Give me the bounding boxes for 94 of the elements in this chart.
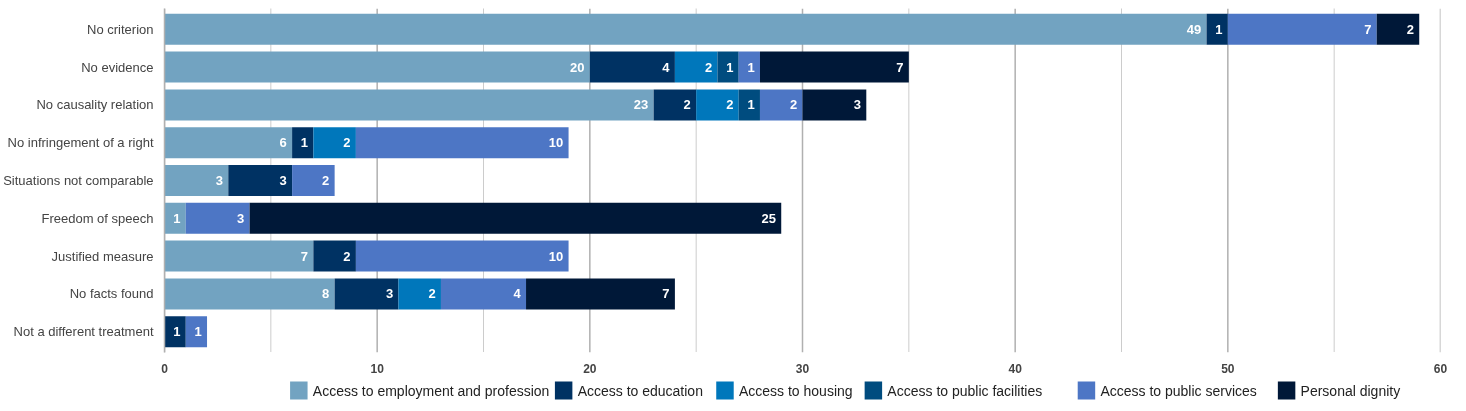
bar	[164, 202, 186, 234]
bar	[696, 89, 739, 121]
x-tick-label: 30	[795, 361, 810, 376]
bar	[738, 89, 760, 121]
data-label: 4	[513, 286, 522, 302]
bar	[164, 240, 314, 272]
bar	[653, 89, 697, 121]
data-label: 10	[548, 135, 564, 151]
data-label: 3	[237, 210, 245, 226]
x-tick-label: 50	[1221, 361, 1235, 376]
data-label: 7	[662, 286, 670, 302]
data-label: 1	[1215, 21, 1223, 37]
data-label: 7	[1364, 21, 1372, 37]
y-tick-label: No criterion	[87, 21, 154, 37]
data-label: 10	[548, 248, 564, 264]
legend-label: Access to education	[577, 382, 703, 399]
legend-label: Personal dignity	[1300, 382, 1401, 399]
data-label: 1	[194, 324, 202, 340]
y-tick-label: No infringement of a right	[7, 135, 154, 151]
bar	[228, 165, 293, 196]
x-tick-label: 40	[1008, 361, 1023, 376]
data-label: 2	[343, 135, 351, 151]
bar	[164, 89, 654, 121]
bar	[759, 51, 909, 83]
data-label: 7	[896, 59, 904, 75]
x-tick-label: 10	[370, 361, 385, 376]
data-label: 4	[662, 59, 671, 75]
bar	[398, 278, 441, 310]
bar	[249, 202, 782, 234]
y-tick-label: No evidence	[81, 59, 154, 75]
bar	[164, 316, 186, 348]
data-label: 1	[726, 59, 734, 75]
data-label: 6	[279, 135, 287, 151]
bar	[334, 278, 399, 310]
legend-label: Access to housing	[738, 382, 853, 399]
data-label: 1	[747, 97, 755, 113]
bar	[759, 89, 803, 121]
data-label: 20	[570, 59, 585, 75]
bar	[526, 278, 675, 310]
x-tick-label: 0	[161, 361, 169, 376]
data-label: 1	[173, 210, 181, 226]
y-tick-label: Freedom of speech	[41, 210, 154, 226]
bar	[674, 51, 718, 83]
x-tick-label: 60	[1433, 361, 1448, 376]
bar	[313, 240, 356, 272]
legend-label: Access to public facilities	[887, 382, 1043, 399]
data-label: 49	[1186, 21, 1202, 37]
data-label: 2	[343, 248, 351, 264]
y-tick-label: No causality relation	[36, 97, 154, 113]
data-label: 2	[1406, 21, 1414, 37]
bar	[355, 127, 569, 159]
data-label: 1	[747, 59, 755, 75]
bar	[1227, 13, 1377, 45]
data-label: 7	[300, 248, 309, 264]
data-label: 2	[704, 59, 713, 75]
data-label: 1	[173, 324, 181, 340]
bar	[164, 165, 229, 196]
bar	[185, 202, 250, 234]
data-label: 2	[683, 97, 691, 113]
data-label: 2	[322, 173, 330, 188]
data-label: 25	[761, 210, 776, 226]
data-label: 2	[789, 97, 798, 113]
data-label: 8	[322, 286, 330, 302]
legend-label: Access to public services	[1100, 382, 1257, 399]
bar	[185, 316, 208, 348]
data-label: 23	[633, 97, 649, 113]
bar	[802, 89, 867, 121]
x-tick-label: 20	[583, 361, 597, 376]
bar	[164, 278, 335, 310]
bar	[1206, 13, 1228, 45]
data-label: 2	[726, 97, 734, 113]
y-tick-label: Justified measure	[51, 248, 154, 264]
data-label: 2	[428, 286, 436, 302]
data-label: 3	[385, 286, 394, 302]
bar	[292, 127, 314, 159]
y-tick-label: Not a different treatment	[13, 324, 154, 340]
bar	[164, 127, 293, 159]
data-label: 1	[300, 135, 309, 151]
bar	[313, 127, 356, 159]
bar	[738, 51, 760, 83]
y-tick-label: Situations not comparable	[3, 173, 154, 188]
y-tick-label: No facts found	[69, 286, 154, 302]
bar	[292, 165, 335, 196]
data-label: 3	[279, 173, 287, 188]
legend-label: Access to employment and profession	[312, 382, 550, 399]
bar	[164, 13, 1207, 45]
bar	[164, 51, 590, 83]
bar	[440, 278, 527, 310]
data-label: 3	[215, 173, 223, 188]
bar	[355, 240, 569, 272]
bar	[1376, 13, 1420, 45]
bar	[589, 51, 675, 83]
bar	[717, 51, 739, 83]
data-label: 3	[853, 97, 861, 113]
